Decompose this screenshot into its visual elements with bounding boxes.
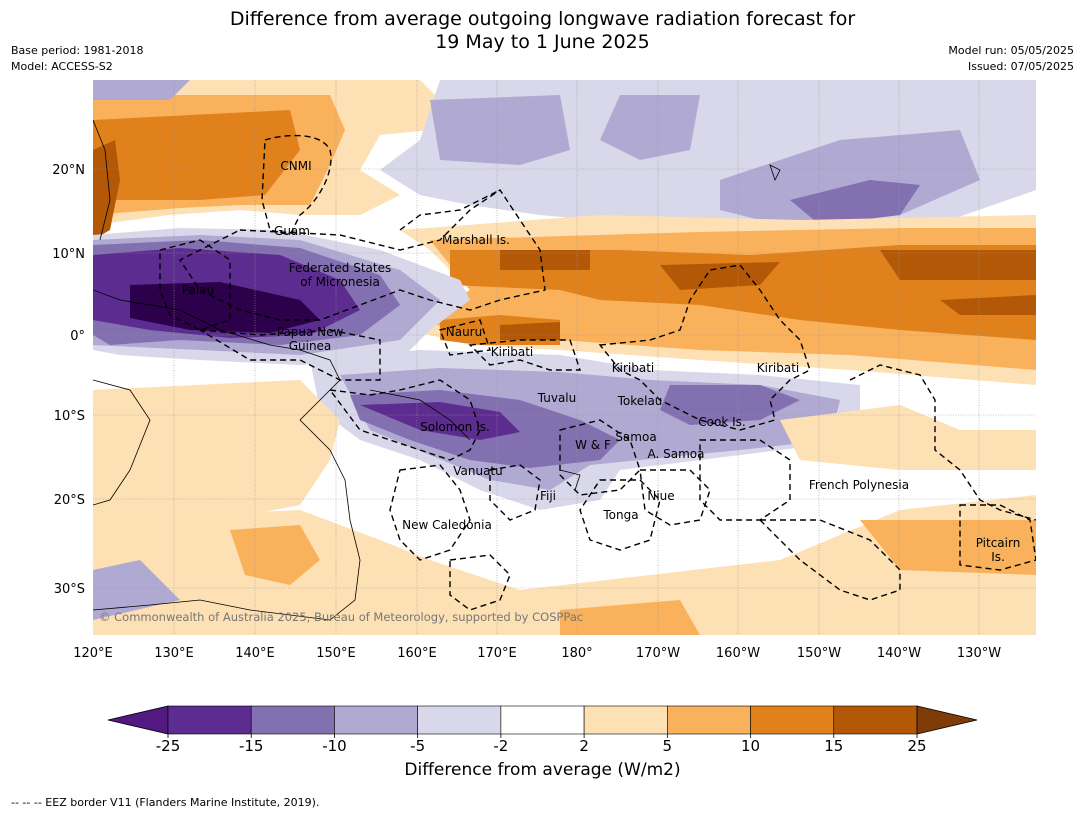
region-label: Cook Is.: [698, 415, 745, 429]
latitude-labels: 20°N 10°N 0° 10°S 20°S 30°S: [52, 163, 85, 597]
region-label: Federated States of Micronesia: [289, 261, 391, 289]
chart-title-line1: Difference from average outgoing longwav…: [229, 8, 856, 30]
anomaly-field: [93, 80, 1036, 635]
copyright-notice: © Commonwealth of Australia 2025, Bureau…: [99, 610, 583, 624]
colorbar-swatch: [250, 705, 335, 735]
colorbar-tick-label: 2: [579, 737, 589, 755]
colorbar-max-arrow: [916, 705, 978, 735]
colorbar-tick-label: -15: [239, 737, 264, 755]
meta-right: Model run: 05/05/2025 Issued: 07/05/2025: [948, 43, 1074, 75]
colorbar-tick-label: -2: [493, 737, 508, 755]
eez-source-note: -- -- -- EEZ border V11 (Flanders Marine…: [11, 796, 320, 809]
lat-tick-label: 0°: [70, 329, 85, 344]
colorbar-swatch: [833, 705, 918, 735]
colorbar-tick-label: 15: [824, 737, 843, 755]
lon-tick-label: 170°E: [477, 646, 517, 661]
region-label: Palau: [182, 283, 214, 297]
lat-tick-label: 30°S: [54, 582, 85, 597]
colorbar-swatch: [500, 705, 585, 735]
colorbar-tick-label: -10: [322, 737, 347, 755]
region-label: Kiribati: [612, 361, 654, 375]
region-label: Tuvalu: [537, 391, 577, 405]
region-label: New Caledonia: [402, 518, 492, 532]
region-label: Tonga: [602, 508, 638, 522]
colorbar-title: Difference from average (W/m2): [404, 760, 681, 780]
region-label: Fiji: [540, 489, 556, 503]
lon-tick-label: 170°W: [636, 646, 680, 661]
region-label: Vanuatu: [453, 464, 503, 478]
region-label: Pitcairn Is.: [976, 536, 1021, 564]
chart-title-line2: 19 May to 1 June 2025: [435, 31, 650, 53]
region-label: Guam: [274, 224, 310, 238]
region-label: A. Samoa: [648, 447, 705, 461]
longitude-labels: 120°E 130°E 140°E 150°E 160°E 170°E 180° 170°W 1…: [73, 646, 1001, 661]
region-label: Nauru: [446, 325, 482, 339]
lon-tick-label: 120°E: [73, 646, 113, 661]
colorbar-tick-label: 5: [663, 737, 673, 755]
region-label: Niue: [647, 489, 674, 503]
colorbar-swatch: [750, 705, 835, 735]
lon-tick-label: 130°E: [154, 646, 194, 661]
colorbar-min-arrow: [107, 705, 169, 735]
region-label: Marshall Is.: [442, 233, 510, 247]
eez-borders: [159, 134, 1036, 611]
lon-tick-label: 130°W: [957, 646, 1001, 661]
region-label: CNMI: [280, 159, 311, 173]
colorbar-swatch: [667, 705, 751, 735]
colorbar-tick-label: -5: [410, 737, 425, 755]
lat-tick-label: 20°N: [52, 163, 85, 178]
region-label: Samoa: [615, 430, 656, 444]
region-label: W & F: [575, 438, 611, 452]
lon-tick-label: 140°W: [877, 646, 921, 661]
colorbar-swatch: [167, 705, 252, 735]
lat-tick-label: 20°S: [54, 493, 85, 508]
region-labels: CNMI Guam Marshall Is. Federated States of M…: [182, 159, 1020, 564]
colorbar-tick-label: 10: [741, 737, 760, 755]
issued-label: Issued: 07/05/2025: [967, 60, 1074, 73]
region-label: Papua New Guinea: [277, 325, 344, 353]
lat-tick-label: 10°S: [54, 409, 85, 424]
colorbar-swatch: [417, 705, 502, 735]
region-label: Kiribati: [757, 361, 799, 375]
colorbar-tick-label: 25: [907, 737, 926, 755]
meta-left: Base period: 1981-2018 Model: ACCESS-S2: [11, 43, 143, 75]
graticule: [93, 80, 1036, 635]
colorbar-tick-label: -25: [156, 737, 181, 755]
lon-tick-label: 150°E: [316, 646, 356, 661]
base-period-label: Base period: 1981-2018: [11, 44, 144, 57]
region-label: Tokelau: [617, 394, 663, 408]
colorbar-swatch: [583, 705, 668, 735]
lon-tick-label: 150°W: [797, 646, 841, 661]
colorbar-swatch: [334, 705, 418, 735]
lon-tick-label: 160°E: [397, 646, 437, 661]
model-run-label: Model run: 05/05/2025: [948, 44, 1074, 57]
colorbar: -25 -15 -10 -5 -2 2 5 10 15 25: [107, 705, 978, 755]
coastlines: [93, 119, 781, 621]
lat-tick-label: 10°N: [52, 247, 85, 262]
lon-tick-label: 180°: [561, 646, 592, 661]
region-label: Kiribati: [491, 345, 533, 359]
lon-tick-label: 160°W: [716, 646, 760, 661]
lon-tick-label: 140°E: [235, 646, 275, 661]
region-label: French Polynesia: [809, 478, 909, 492]
region-label: Solomon Is.: [420, 420, 490, 434]
model-label: Model: ACCESS-S2: [11, 60, 113, 73]
